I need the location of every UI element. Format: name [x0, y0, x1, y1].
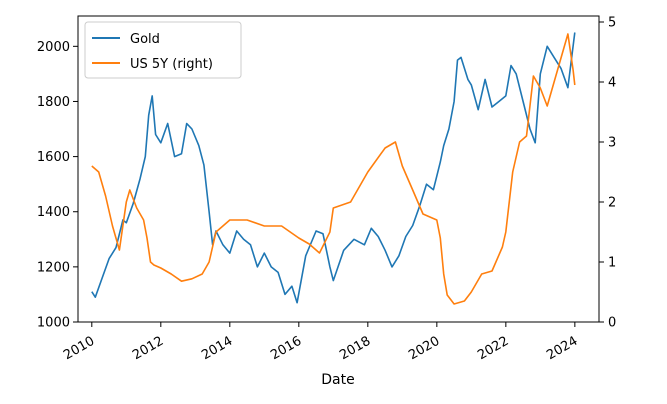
x-tick-label: 2024 [544, 334, 580, 364]
x-tick-label: 2014 [199, 334, 235, 364]
left-y-axis-ticks: 1000 1200 1400 1600 1800 2000 [37, 40, 78, 331]
x-tick-label: 2020 [406, 334, 442, 364]
y-left-tick-label: 1200 [37, 260, 70, 275]
y-left-tick-label: 1800 [37, 95, 70, 110]
x-tick-label: 2022 [475, 334, 511, 364]
y-right-tick-label: 1 [608, 256, 616, 271]
legend: Gold US 5Y (right) [84, 21, 242, 79]
y-right-tick-label: 2 [608, 196, 616, 211]
plot-frame [77, 15, 600, 323]
x-tick-label: 2016 [268, 334, 304, 364]
legend-gold-label: Gold [130, 32, 160, 47]
right-y-axis-ticks: 0 1 2 3 4 5 [599, 16, 616, 331]
y-left-tick-label: 2000 [37, 40, 70, 55]
y-left-tick-label: 1400 [37, 205, 70, 220]
series-line-us5y [91, 33, 576, 305]
x-tick-label: 2012 [130, 334, 166, 364]
y-right-tick-label: 4 [608, 76, 616, 91]
series-layer [91, 32, 576, 305]
x-axis-ticks: 2010 2012 2014 2016 2018 2020 2022 2024 [61, 322, 580, 363]
y-left-tick-label: 1600 [37, 150, 70, 165]
y-right-tick-label: 0 [608, 316, 616, 331]
legend-us5y-label: US 5Y (right) [130, 57, 213, 72]
series-line-gold [91, 32, 576, 304]
x-tick-label: 2010 [61, 334, 97, 364]
y-right-tick-label: 3 [608, 136, 616, 151]
x-tick-label: 2018 [337, 334, 373, 364]
legend-box [84, 21, 242, 79]
y-left-tick-label: 1000 [37, 316, 70, 331]
x-axis-label: Date [321, 372, 354, 388]
y-right-tick-label: 5 [608, 16, 616, 31]
axes-layer [77, 15, 600, 323]
